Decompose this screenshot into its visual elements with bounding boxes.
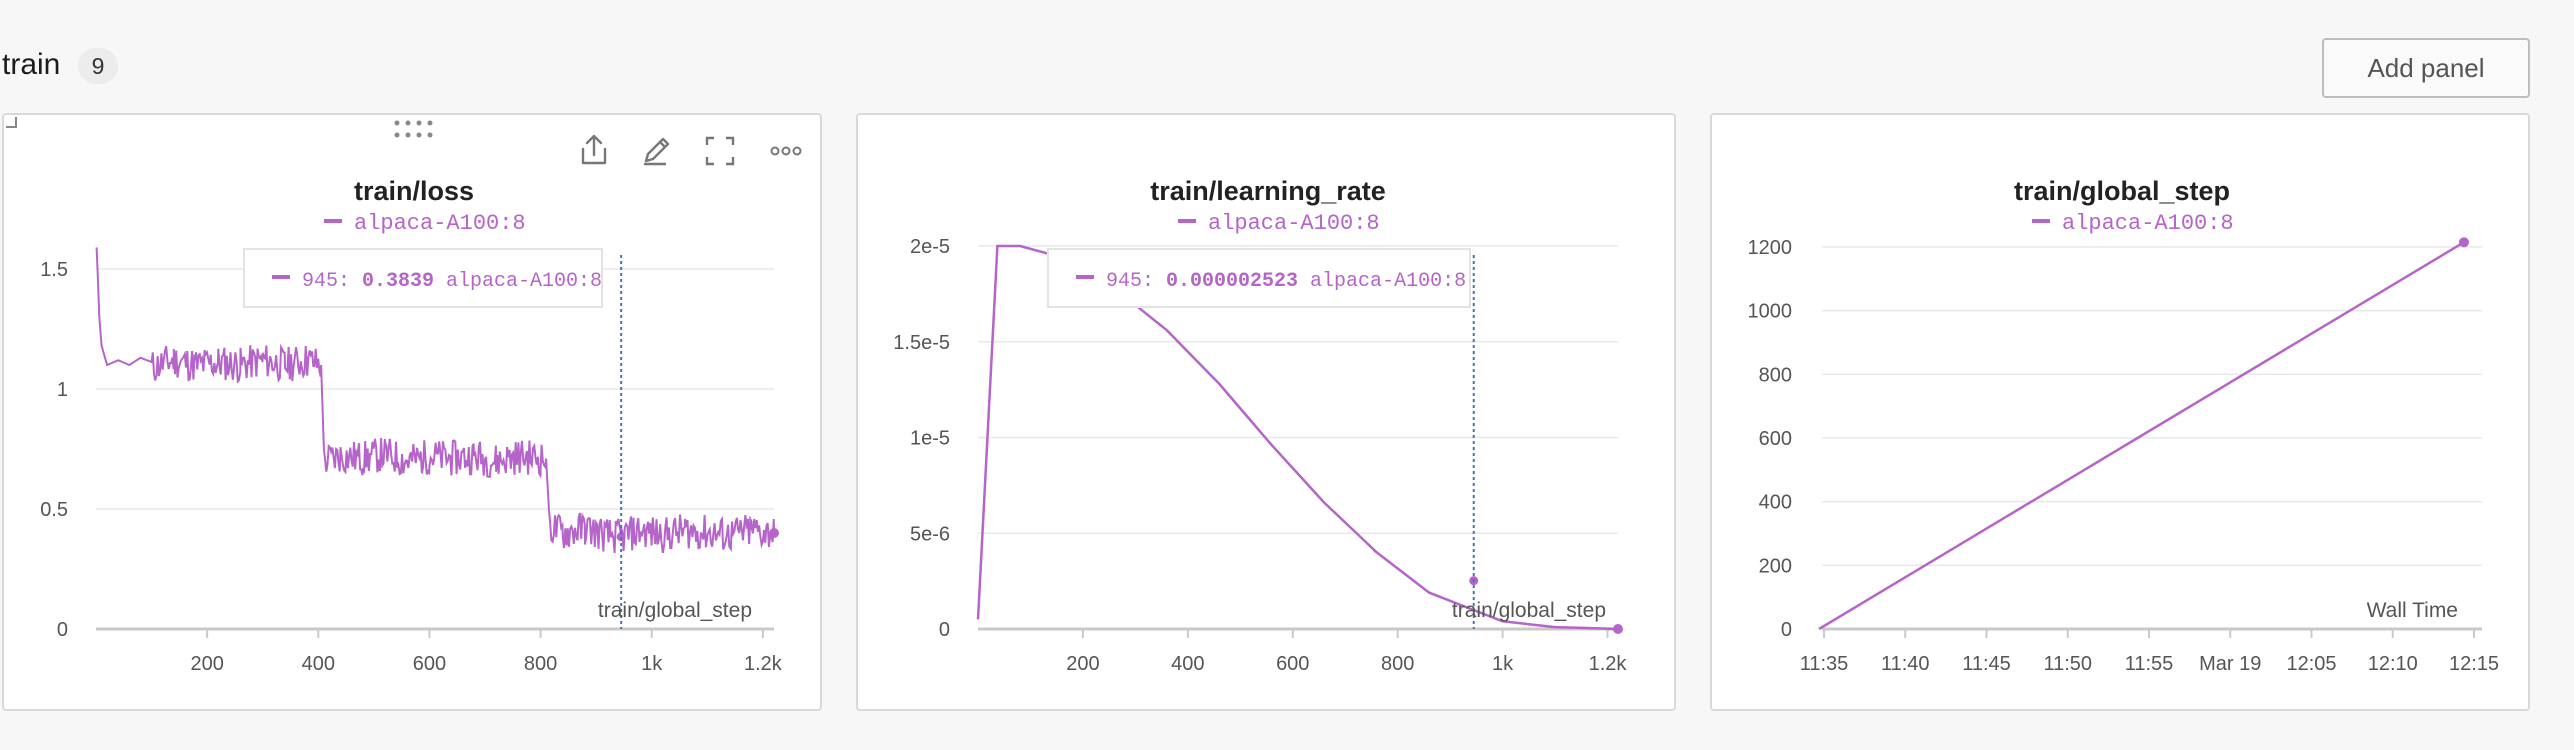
chart-title: train/loss: [354, 176, 474, 206]
resize-handle-icon[interactable]: [4, 115, 18, 129]
y-tick-label: 5e-6: [910, 523, 950, 545]
fullscreen-icon[interactable]: [700, 131, 740, 171]
y-tick-label: 200: [1759, 555, 1792, 577]
chart-title: train/global_step: [2014, 176, 2230, 206]
hover-point: [616, 532, 626, 542]
y-tick-label: 1: [57, 379, 68, 401]
train-global-step-chart[interactable]: train/global_step alpaca-A100:8 0 200 400 600…: [1712, 115, 2532, 713]
x-tick-label: 200: [190, 653, 223, 675]
tooltip-value: 0.000002523: [1166, 270, 1298, 293]
series-end-point: [769, 528, 779, 538]
tooltip-run: alpaca-A100:8: [1298, 270, 1466, 293]
more-options-icon[interactable]: [766, 131, 806, 171]
y-tick-label: 0: [1781, 619, 1792, 641]
tooltip-run: alpaca-A100:8: [434, 270, 602, 293]
x-tick-label: 11:45: [1962, 653, 2011, 675]
legend-label: alpaca-A100:8: [2062, 211, 2234, 236]
x-axis-label: train/global_step: [1452, 599, 1606, 622]
legend-label: alpaca-A100:8: [354, 211, 526, 236]
x-tick-label: 11:55: [2125, 653, 2174, 675]
x-axis-label: train/global_step: [598, 599, 752, 622]
hover-tooltip: [1047, 248, 1471, 308]
y-tick-label: 800: [1759, 364, 1792, 386]
y-tick-label: 0: [57, 619, 68, 641]
panel-train-global-step: train/global_step alpaca-A100:8 0 200 400 600…: [1710, 113, 2530, 711]
y-tick-label: 2e-5: [910, 236, 950, 258]
tooltip-step: 945:: [1106, 270, 1166, 293]
series-line-alpaca: [95, 247, 775, 554]
drag-handle-icon[interactable]: [391, 115, 441, 145]
x-tick-label: 1k: [1492, 653, 1514, 675]
series-end-point: [2459, 237, 2469, 248]
x-tick-label: 800: [1381, 653, 1414, 675]
x-tick-label: 11:35: [1800, 653, 1849, 675]
y-tick-label: 1.5: [40, 259, 68, 281]
series-end-point: [1613, 624, 1623, 634]
chart-title: train/learning_rate: [1150, 176, 1386, 206]
x-tick-label: 12:10: [2368, 653, 2418, 675]
panel-count-badge: 9: [78, 48, 118, 84]
tooltip-step: 945:: [302, 270, 362, 293]
x-tick-label: 400: [1171, 653, 1204, 675]
x-tick-label: 1.2k: [1589, 653, 1628, 675]
x-tick-label: 12:15: [2449, 653, 2499, 675]
section-header: train 9 Add panel: [0, 38, 2574, 98]
x-tick-label: 800: [524, 653, 557, 675]
x-tick-label: 600: [413, 653, 446, 675]
y-tick-label: 1e-5: [910, 428, 950, 450]
x-tick-label: 600: [1276, 653, 1309, 675]
panel-train-loss: train/loss alpaca-A100:8 0 0.5 1 1.5 200 400 600…: [2, 113, 822, 711]
section-title: train: [2, 48, 61, 81]
y-tick-label: 1200: [1748, 237, 1793, 259]
tooltip-text: 945: 0.3839 alpaca-A100:8: [302, 270, 602, 293]
x-tick-label: 1k: [641, 653, 663, 675]
train-learning-rate-chart[interactable]: train/learning_rate alpaca-A100:8 0 5e-6 1e-…: [858, 115, 1678, 713]
x-tick-label: 400: [302, 653, 335, 675]
x-axis-label: Wall Time: [2367, 599, 2458, 622]
legend-label: alpaca-A100:8: [1208, 211, 1380, 236]
tooltip-value: 0.3839: [362, 270, 434, 293]
hover-tooltip: [243, 248, 603, 308]
y-tick-label: 0.5: [40, 499, 68, 521]
y-tick-label: 0: [939, 619, 950, 641]
train-loss-chart[interactable]: train/loss alpaca-A100:8 0 0.5 1 1.5 200 400 600…: [4, 115, 824, 713]
x-tick-label: 11:40: [1881, 653, 1930, 675]
y-tick-label: 1000: [1748, 301, 1793, 323]
x-tick-label: 11:50: [2043, 653, 2092, 675]
x-tick-label: 12:05: [2286, 653, 2336, 675]
panel-train-learning-rate: train/learning_rate alpaca-A100:8 0 5e-6 1e-…: [856, 113, 1676, 711]
share-icon[interactable]: [574, 131, 614, 171]
y-tick-label: 1.5e-5: [893, 332, 950, 354]
x-tick-label: 1.2k: [744, 653, 783, 675]
series-line-alpaca: [1818, 241, 2465, 631]
edit-icon[interactable]: [636, 131, 676, 171]
x-tick-label: Mar 19: [2199, 653, 2261, 675]
add-panel-button[interactable]: Add panel: [2322, 38, 2530, 98]
y-tick-label: 600: [1759, 428, 1792, 450]
tooltip-text: 945: 0.000002523 alpaca-A100:8: [1106, 270, 1466, 293]
x-tick-label: 200: [1066, 653, 1099, 675]
y-tick-label: 400: [1759, 492, 1792, 514]
